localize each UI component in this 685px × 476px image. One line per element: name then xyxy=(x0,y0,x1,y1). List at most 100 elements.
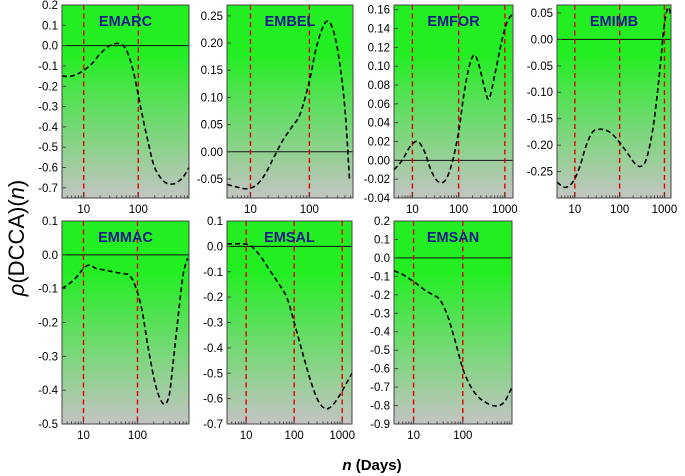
ytick-label-emsal: -0.3 xyxy=(203,318,223,330)
ytick-label-emfor: -0.02 xyxy=(364,174,390,186)
x-axis-label: n (Days) xyxy=(342,457,401,474)
xtick-label-emfor: 10 xyxy=(406,204,419,216)
curve-emmac xyxy=(61,257,189,406)
ytick-label-emsal: 0.1 xyxy=(207,216,223,228)
frame-emimb xyxy=(556,4,672,199)
ytick-label-emsan: -0.3 xyxy=(370,308,390,320)
ytick-label-emarc: 0.0 xyxy=(42,41,58,53)
ytick-label-emarc: -0.2 xyxy=(38,81,58,93)
ytick-label-embel: -0.05 xyxy=(197,174,223,186)
ytick-label-emsan: -0.6 xyxy=(370,364,390,376)
ytick-label-emfor: 0.00 xyxy=(368,155,390,167)
ytick-label-emsal: -0.2 xyxy=(203,292,223,304)
curve-emsan xyxy=(393,270,513,407)
ytick-label-emarc: -0.3 xyxy=(38,102,58,114)
panel-emmac: 0.1 0.0 -0.1 -0.2 -0.3 -0.4 -0.5 10 100 EMMAC xyxy=(38,216,190,442)
curve-embel xyxy=(226,20,351,190)
curve-emarc xyxy=(61,42,190,185)
xtick-label-emarc: 100 xyxy=(129,204,148,216)
panel-title-embel: EMBEL xyxy=(265,14,316,30)
ytick-label-emimb: 0.05 xyxy=(531,8,553,20)
xtick-label-emimb: 10 xyxy=(568,204,581,216)
ytick-label-emfor: 0.06 xyxy=(368,99,390,111)
ytick-label-emfor: 0.16 xyxy=(368,5,390,17)
ytick-label-emimb: -0.20 xyxy=(527,140,553,152)
ytick-label-emfor: 0.12 xyxy=(368,42,390,54)
ytick-label-emmac: -0.1 xyxy=(38,284,58,296)
xtick-label-emimb: 100 xyxy=(610,204,629,216)
plot-area-emimb xyxy=(557,5,671,198)
ytick-label-emfor: 0.10 xyxy=(368,61,390,73)
ytick-label-embel: 0.05 xyxy=(201,120,223,132)
y-axis-label: ρ(DCCA)(n) xyxy=(4,180,29,298)
ytick-label-emimb: -0.05 xyxy=(527,61,553,73)
plot-area-embel xyxy=(227,5,353,198)
ytick-label-emarc: -0.1 xyxy=(38,61,58,73)
ytick-label-emmac: 0.1 xyxy=(42,216,58,228)
xtick-label-emfor: 100 xyxy=(449,204,468,216)
ytick-label-emfor: 0.02 xyxy=(368,137,390,149)
panel-emsal: 0.1 0.0 -0.1 -0.2 -0.3 -0.4 -0.5 -0.6 -0.7 10 100 1… xyxy=(203,216,355,442)
xtick-label-emsal: 10 xyxy=(240,430,253,442)
panel-emsan: 0.2 0.1 0.0 -0.1 -0.2 -0.3 -0.4 -0.5 -0.6 -0.7 -0.… xyxy=(370,216,513,442)
xtick-label-emarc: 10 xyxy=(77,204,90,216)
panel-emarc: 0.2 0.1 0.0 -0.1 -0.2 -0.3 -0.4 -0.5 -0.6 -0.7 10 1… xyxy=(38,0,190,216)
plot-area-emsal xyxy=(227,221,352,424)
frame-embel xyxy=(226,4,354,199)
panel-embel: 0.25 0.20 0.15 0.10 0.05 0.00 -0.05 10 100 EMBEL xyxy=(197,4,354,216)
plot-area-emsan xyxy=(394,221,512,424)
xtick-label-emimb: 1000 xyxy=(652,204,678,216)
ytick-label-emsan: -0.1 xyxy=(370,271,390,283)
panel-title-emsan: EMSAN xyxy=(427,230,479,246)
panel-emimb: 0.05 0.00 -0.05 -0.10 -0.15 -0.20 -0.25 10 100 10… xyxy=(527,4,678,216)
ytick-label-emimb: -0.10 xyxy=(527,87,553,99)
ytick-label-emfor: -0.04 xyxy=(364,193,391,205)
ytick-label-emsal: -0.1 xyxy=(203,267,223,279)
xtick-label-emsal: 100 xyxy=(285,430,304,442)
xtick-label-emmac: 100 xyxy=(128,430,147,442)
ytick-label-emimb: 0.00 xyxy=(531,34,553,46)
ytick-label-emimb: -0.15 xyxy=(527,114,553,126)
panel-emfor: 0.16 0.14 0.12 0.10 0.08 0.06 0.04 0.02 0.00 -0.0… xyxy=(364,4,518,216)
ytick-label-emsal: -0.5 xyxy=(203,368,223,380)
ytick-label-emsal: 0.0 xyxy=(207,241,223,253)
ytick-label-emmac: 0.0 xyxy=(42,250,58,262)
ytick-label-emsan: -0.2 xyxy=(370,290,390,302)
ytick-label-embel: 0.25 xyxy=(201,11,223,23)
xtick-label-emsal: 1000 xyxy=(329,430,355,442)
xtick-label-embel: 100 xyxy=(300,204,319,216)
ytick-label-emimb: -0.25 xyxy=(527,167,553,179)
ytick-label-emsan: -0.5 xyxy=(370,345,390,357)
curve-emfor xyxy=(393,13,513,184)
ytick-label-emsan: -0.4 xyxy=(370,327,390,339)
xtick-label-emsan: 10 xyxy=(407,430,420,442)
ytick-label-embel: 0.00 xyxy=(201,147,223,159)
ytick-label-emsan: 0.0 xyxy=(374,253,390,265)
xtick-label-emsan: 100 xyxy=(453,430,472,442)
curve-emimb xyxy=(556,6,672,189)
ytick-label-emfor: 0.08 xyxy=(368,80,390,92)
ytick-label-emsal: -0.4 xyxy=(203,343,223,355)
plot-area-emfor xyxy=(394,5,513,198)
frame-emarc xyxy=(61,4,190,199)
ytick-label-emarc: -0.4 xyxy=(38,122,58,134)
frame-emfor xyxy=(393,4,514,199)
ytick-label-emmac: -0.3 xyxy=(38,351,58,363)
ytick-label-embel: 0.15 xyxy=(201,65,223,77)
ytick-label-emarc: 0.1 xyxy=(42,20,58,32)
curve-emsal xyxy=(227,242,353,410)
ytick-label-emsan: -0.9 xyxy=(370,419,390,431)
ytick-label-emsan: -0.7 xyxy=(370,382,390,394)
ytick-label-emarc: -0.7 xyxy=(38,183,58,195)
ytick-label-emarc: -0.5 xyxy=(38,142,58,154)
ytick-label-emarc: -0.6 xyxy=(38,163,58,175)
panel-title-emsal: EMSAL xyxy=(264,230,315,246)
xtick-label-emmac: 10 xyxy=(77,430,90,442)
ytick-label-emfor: 0.04 xyxy=(368,118,391,130)
ytick-label-emmac: -0.2 xyxy=(38,318,58,330)
xtick-label-embel: 10 xyxy=(244,204,257,216)
ytick-label-emsan: 0.2 xyxy=(374,216,390,228)
ytick-label-emmac: -0.5 xyxy=(38,419,58,431)
panel-title-emfor: EMFOR xyxy=(427,14,480,30)
